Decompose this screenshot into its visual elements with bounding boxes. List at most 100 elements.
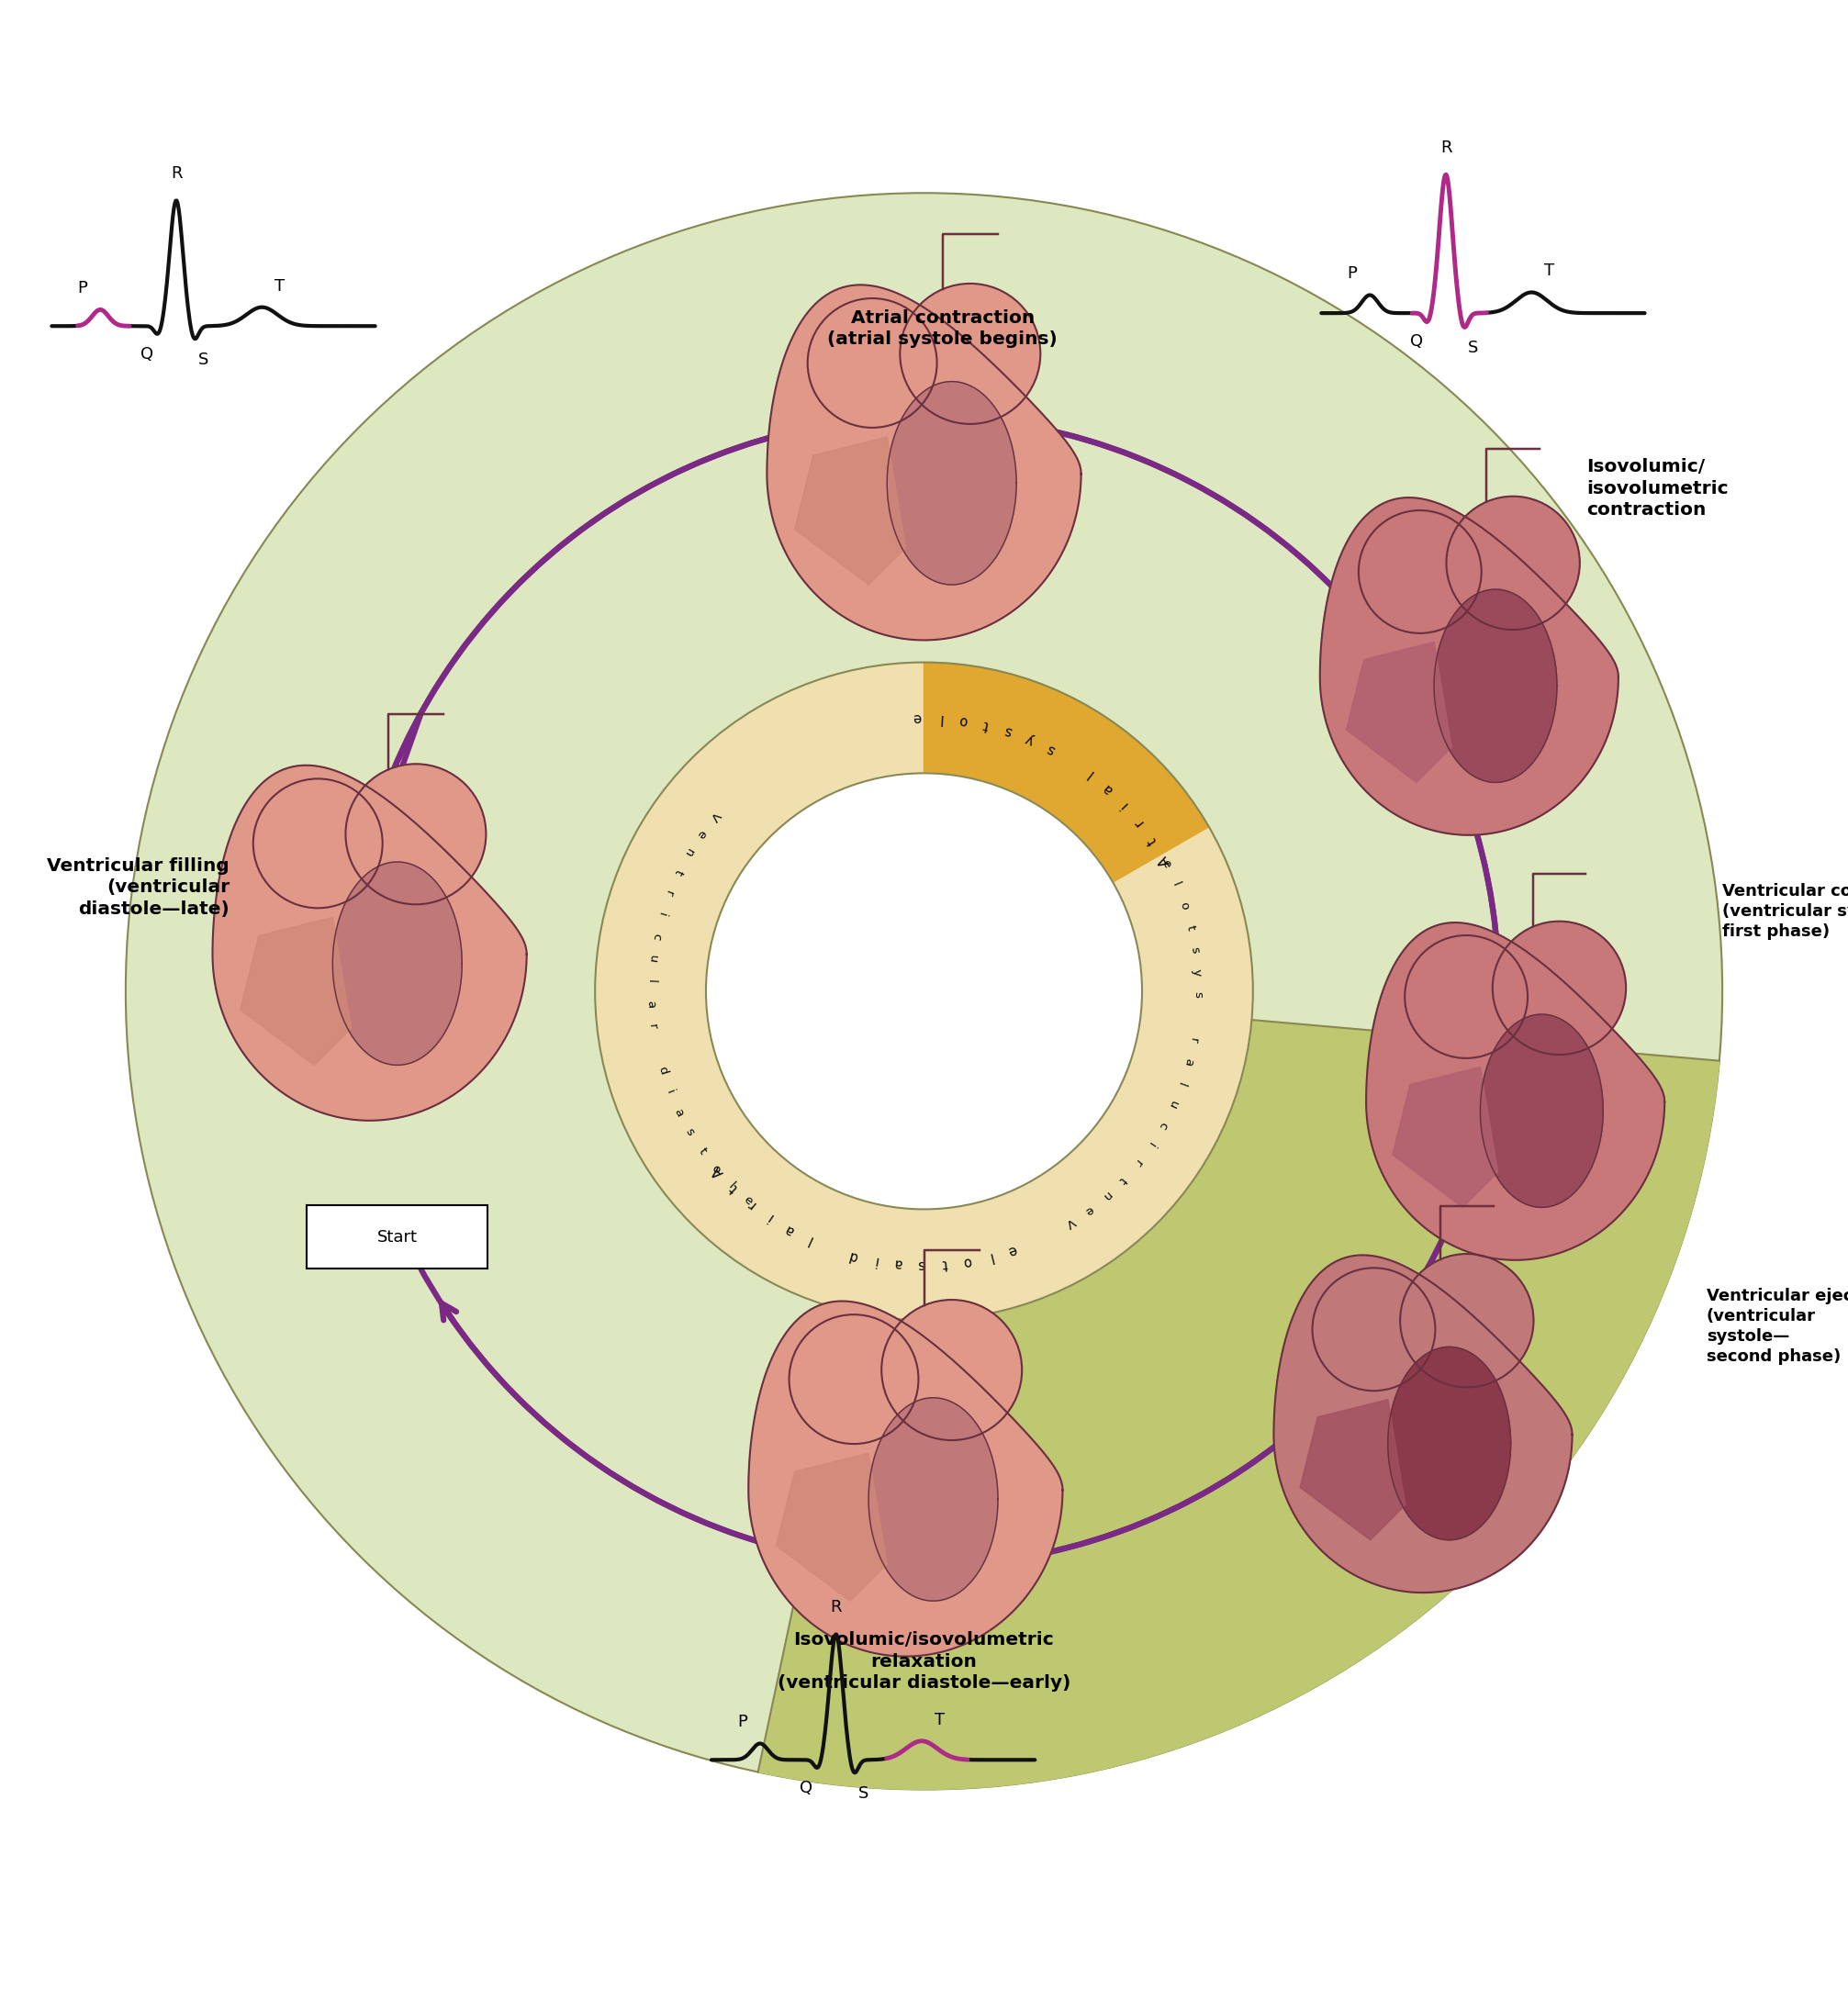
Text: s: s <box>918 1258 926 1272</box>
Text: d: d <box>656 1064 669 1076</box>
Text: e: e <box>1005 1241 1018 1258</box>
Polygon shape <box>1388 1346 1512 1539</box>
Text: l: l <box>1085 767 1096 781</box>
Text: t: t <box>697 1145 708 1157</box>
Polygon shape <box>869 1398 998 1602</box>
Text: A: A <box>1157 853 1173 867</box>
Text: r: r <box>1131 815 1146 829</box>
Text: e: e <box>1081 1203 1096 1217</box>
Text: s: s <box>1188 946 1201 954</box>
Circle shape <box>789 1314 918 1445</box>
Text: V: V <box>1063 1215 1077 1229</box>
Text: s: s <box>1192 992 1203 998</box>
Text: n: n <box>1100 1189 1112 1203</box>
Text: i: i <box>765 1211 776 1223</box>
Circle shape <box>1447 497 1580 630</box>
Circle shape <box>706 773 1142 1209</box>
Polygon shape <box>240 917 351 1064</box>
Polygon shape <box>767 286 1081 640</box>
Text: a: a <box>782 1221 796 1237</box>
Text: l: l <box>987 1249 994 1264</box>
Text: r: r <box>662 889 675 897</box>
Polygon shape <box>1393 1066 1499 1207</box>
Polygon shape <box>1480 1014 1604 1207</box>
Text: r: r <box>745 1197 758 1211</box>
Text: a: a <box>1181 1056 1196 1066</box>
Polygon shape <box>1434 590 1556 783</box>
Text: i: i <box>872 1253 880 1268</box>
Text: o: o <box>957 712 968 728</box>
Text: t: t <box>671 867 684 877</box>
Text: S: S <box>1467 340 1478 356</box>
Text: y: y <box>1190 968 1203 976</box>
Text: e: e <box>1159 857 1173 869</box>
Text: c: c <box>649 932 663 942</box>
Text: T: T <box>1545 264 1554 280</box>
Circle shape <box>881 1300 1022 1441</box>
Text: R: R <box>1440 139 1453 157</box>
Circle shape <box>595 662 1253 1320</box>
Text: P: P <box>737 1714 747 1730</box>
Text: a: a <box>1100 781 1114 797</box>
Text: r: r <box>1186 1036 1199 1044</box>
Text: t: t <box>1116 1173 1129 1185</box>
Text: i: i <box>656 911 667 917</box>
Polygon shape <box>776 1453 887 1602</box>
Polygon shape <box>887 382 1016 585</box>
Text: e: e <box>693 827 708 839</box>
Circle shape <box>253 779 383 907</box>
Text: s: s <box>1002 724 1013 738</box>
Text: T: T <box>275 278 285 294</box>
Polygon shape <box>795 437 906 585</box>
Text: R: R <box>170 165 183 181</box>
Polygon shape <box>213 765 527 1121</box>
Text: V: V <box>708 809 723 823</box>
Text: i: i <box>663 1088 676 1097</box>
Text: P: P <box>1347 266 1356 282</box>
Wedge shape <box>924 662 1209 992</box>
Circle shape <box>346 765 486 903</box>
Text: Q: Q <box>1410 334 1423 350</box>
Circle shape <box>1358 511 1482 634</box>
Text: o: o <box>963 1253 972 1270</box>
Text: l: l <box>726 1179 737 1191</box>
Text: s: s <box>1044 740 1057 757</box>
Text: r: r <box>1131 1157 1144 1169</box>
Text: Ventricular contraction
(ventricular systole—
first phase): Ventricular contraction (ventricular sys… <box>1722 883 1848 940</box>
Text: u: u <box>647 954 660 964</box>
Text: a: a <box>894 1255 904 1272</box>
Circle shape <box>1404 936 1528 1058</box>
Text: n: n <box>682 845 695 859</box>
Text: t: t <box>1183 924 1196 932</box>
Text: Atrial contraction
(atrial systole begins): Atrial contraction (atrial systole begin… <box>828 310 1057 348</box>
Text: l: l <box>937 712 942 724</box>
Text: e: e <box>913 710 920 724</box>
Text: o: o <box>710 1163 723 1175</box>
Text: A: A <box>710 1163 726 1179</box>
Text: l: l <box>1170 881 1183 887</box>
Polygon shape <box>1319 497 1619 835</box>
Text: Isovolumic/isovolumetric
relaxation
(ventricular diastole—early): Isovolumic/isovolumetric relaxation (ven… <box>778 1632 1070 1692</box>
Wedge shape <box>758 992 1719 1789</box>
Text: l: l <box>1175 1080 1188 1086</box>
Text: Ventricular ejection
(ventricular
systole—
second phase): Ventricular ejection (ventricular systol… <box>1706 1288 1848 1366</box>
Text: t: t <box>1146 835 1161 847</box>
Text: Start: Start <box>377 1229 418 1245</box>
Text: s: s <box>684 1127 697 1139</box>
Text: c: c <box>1155 1119 1170 1131</box>
Text: l: l <box>806 1233 815 1247</box>
Text: e: e <box>741 1193 756 1207</box>
Text: Ventricular filling
(ventricular
diastole—late): Ventricular filling (ventricular diastol… <box>46 857 229 917</box>
Text: Q: Q <box>140 346 153 362</box>
Circle shape <box>1312 1268 1436 1390</box>
Circle shape <box>126 193 1722 1789</box>
Text: o: o <box>1177 899 1190 911</box>
Circle shape <box>1493 921 1626 1054</box>
FancyBboxPatch shape <box>307 1205 488 1268</box>
Circle shape <box>900 284 1040 425</box>
Text: u: u <box>1166 1099 1179 1111</box>
Polygon shape <box>748 1302 1063 1656</box>
Text: S: S <box>857 1785 869 1803</box>
Polygon shape <box>333 861 462 1064</box>
Polygon shape <box>1301 1400 1406 1539</box>
